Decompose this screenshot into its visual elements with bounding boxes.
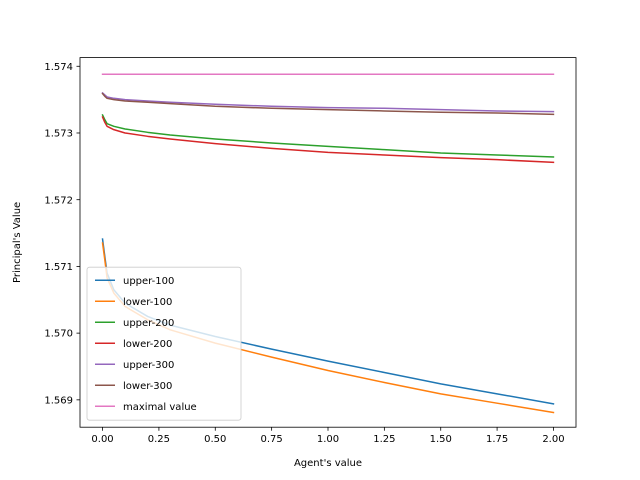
legend-label: lower-100: [123, 297, 172, 308]
y-tick-label: 1.570: [44, 329, 73, 340]
y-axis-ticks: 1.569 1.570 1.571 1.572 1.573 1.574: [44, 62, 80, 406]
legend: upper-100 lower-100 upper-200 lower-200 uppe…: [86, 266, 242, 421]
x-tick-label: 1.75: [486, 434, 508, 445]
series-line-lower-300: [101, 92, 555, 116]
y-tick-label: 1.569: [44, 395, 73, 406]
legend-label: lower-300: [123, 381, 172, 392]
series-line-upper-300: [101, 91, 555, 113]
series-line-lower-200: [101, 115, 555, 164]
y-tick-label: 1.574: [44, 62, 73, 73]
y-tick-label: 1.573: [44, 129, 73, 140]
y-tick-label: 1.572: [44, 195, 73, 206]
x-axis-ticks: 0.00 0.25 0.50 0.75 1.00 1.25 1.50 1.75 2.00: [91, 427, 565, 445]
x-tick-label: 0.00: [91, 434, 113, 445]
legend-label: upper-100: [123, 276, 174, 287]
x-tick-label: 0.25: [148, 434, 170, 445]
x-tick-label: 0.75: [261, 434, 283, 445]
y-tick-label: 1.571: [44, 262, 73, 273]
legend-label: lower-200: [123, 339, 172, 350]
legend-label: upper-200: [123, 318, 174, 329]
legend-label: upper-300: [123, 360, 174, 371]
x-tick-label: 1.25: [373, 434, 395, 445]
legend-box: [86, 266, 242, 421]
y-axis-label: Principal's Value: [12, 202, 23, 283]
legend-label: maximal value: [123, 402, 197, 413]
x-tick-label: 1.50: [430, 434, 452, 445]
x-tick-label: 2.00: [542, 434, 564, 445]
series-line-upper-200: [101, 113, 555, 158]
x-axis-label: Agent's value: [294, 458, 362, 469]
x-tick-label: 1.00: [317, 434, 339, 445]
x-tick-label: 0.50: [204, 434, 226, 445]
